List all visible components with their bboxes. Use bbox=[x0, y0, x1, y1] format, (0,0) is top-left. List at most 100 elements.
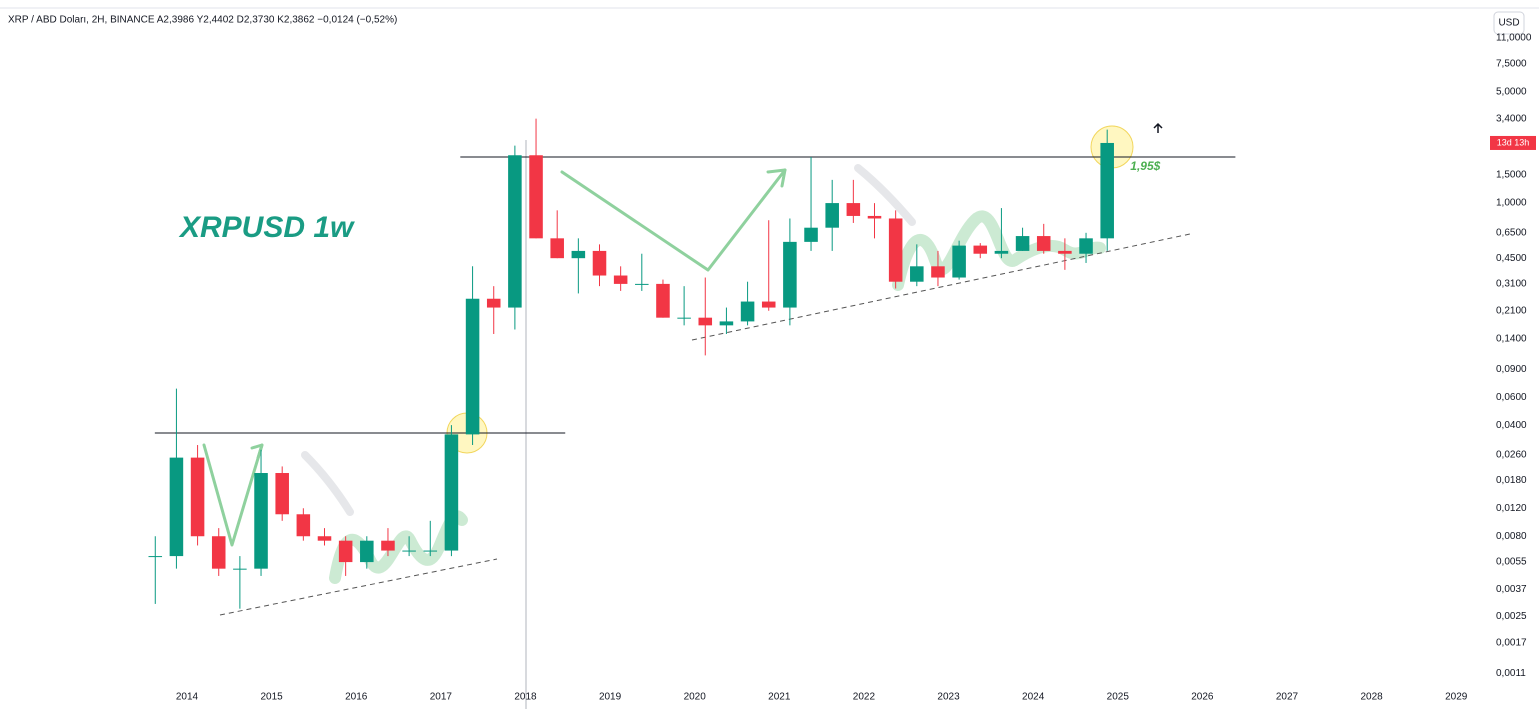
x-tick-label: 2014 bbox=[176, 692, 199, 703]
x-tick-label: 2023 bbox=[937, 692, 960, 703]
candle-body bbox=[211, 536, 226, 569]
candle-body bbox=[486, 298, 501, 308]
squiggle bbox=[329, 510, 468, 584]
y-tick-label: 7,5000 bbox=[1496, 59, 1527, 70]
price-tag bbox=[1490, 135, 1536, 150]
candle-body bbox=[254, 473, 268, 569]
candle-body bbox=[635, 283, 649, 285]
y-tick-label: 3,4000 bbox=[1496, 113, 1527, 124]
candle-body bbox=[275, 473, 289, 515]
candle-body bbox=[613, 275, 628, 284]
up-arrow bbox=[1153, 122, 1163, 133]
arrowhead bbox=[250, 443, 264, 460]
candle-body bbox=[550, 238, 564, 259]
x-tick-label: 2021 bbox=[768, 692, 791, 703]
countdown: 13d 13h bbox=[1497, 137, 1530, 147]
level-label: 1,95$ bbox=[1130, 159, 1160, 173]
y-tick-label: 0,0260 bbox=[1496, 450, 1527, 461]
candle-body bbox=[508, 155, 522, 308]
candle-body bbox=[444, 434, 459, 551]
candle-body bbox=[423, 550, 438, 552]
candle-body bbox=[888, 218, 903, 282]
y-tick-label: 1,5000 bbox=[1496, 170, 1527, 181]
y-tick-label: 5,0000 bbox=[1496, 87, 1527, 98]
candle-body bbox=[317, 536, 332, 541]
candle-body bbox=[804, 227, 818, 242]
candle-body bbox=[698, 317, 713, 326]
header: XRP / ABD Doları, 2H, BINANCE A2,3986 Y2… bbox=[8, 15, 397, 26]
y-tick-label: 0,1400 bbox=[1496, 333, 1527, 344]
candle-body bbox=[465, 298, 480, 435]
x-tick-label: 2019 bbox=[599, 692, 622, 703]
x-tick-label: 2022 bbox=[853, 692, 876, 703]
candle-body bbox=[994, 250, 1009, 254]
y-tick-label: 0,0400 bbox=[1496, 420, 1527, 431]
y-tick-label: 0,6500 bbox=[1496, 227, 1527, 238]
fade-arrow bbox=[301, 451, 354, 516]
x-tick-label: 2020 bbox=[684, 692, 707, 703]
candle-body bbox=[973, 245, 988, 254]
currency[interactable]: USD bbox=[1498, 18, 1519, 29]
x-tick-label: 2028 bbox=[1360, 692, 1383, 703]
candle-body bbox=[1100, 142, 1114, 239]
candle-body bbox=[296, 514, 311, 537]
candle-body bbox=[719, 321, 734, 326]
candle-body bbox=[571, 250, 586, 259]
arrowhead bbox=[766, 168, 787, 188]
zigzag bbox=[202, 443, 264, 547]
y-tick-label: 0,2100 bbox=[1496, 305, 1527, 316]
y-tick-label: 0,3100 bbox=[1496, 279, 1527, 290]
candle-body bbox=[1036, 236, 1051, 251]
x-tick-label: 2025 bbox=[1107, 692, 1130, 703]
candle-body bbox=[783, 241, 797, 308]
x-tick-label: 2017 bbox=[430, 692, 453, 703]
x-tick-label: 2029 bbox=[1445, 692, 1468, 703]
candle-body bbox=[1015, 236, 1030, 251]
trendline bbox=[691, 233, 1191, 341]
annotation-title: XRPUSD 1w bbox=[178, 211, 355, 244]
candle-body bbox=[677, 317, 691, 319]
x-tick-label: 2016 bbox=[345, 692, 368, 703]
y-tick-label: 1,0000 bbox=[1496, 198, 1527, 209]
y-tick-label: 0,0120 bbox=[1496, 503, 1527, 514]
candle-body bbox=[360, 540, 374, 563]
candle-body bbox=[910, 266, 924, 282]
candle-body bbox=[592, 250, 607, 276]
y-tick-label: 0,0037 bbox=[1496, 584, 1527, 595]
x-tick-label: 2015 bbox=[260, 692, 283, 703]
y-tick-label: 11,0000 bbox=[1496, 32, 1532, 43]
y-tick-label: 0,0600 bbox=[1496, 392, 1527, 403]
y-tick-label: 0,0080 bbox=[1496, 531, 1527, 542]
y-tick-label: 0,0055 bbox=[1496, 557, 1527, 568]
green-arrows bbox=[202, 168, 787, 547]
candle-body bbox=[169, 457, 184, 557]
y-tick-label: 0,0017 bbox=[1496, 638, 1527, 649]
y-tick-label: 0,0025 bbox=[1496, 611, 1527, 622]
candle-body bbox=[529, 155, 543, 239]
candle-body bbox=[846, 203, 861, 216]
x-tick-label: 2018 bbox=[514, 692, 537, 703]
candle-body bbox=[1079, 238, 1093, 254]
candle-body bbox=[1058, 250, 1072, 254]
trendline bbox=[219, 558, 498, 616]
candle-body bbox=[825, 203, 839, 228]
candle-body bbox=[402, 550, 416, 552]
candle-body bbox=[190, 457, 205, 537]
y-tick-label: 0,0011 bbox=[1496, 668, 1526, 679]
candle-body bbox=[931, 266, 945, 278]
y-tick-label: 0,4500 bbox=[1496, 253, 1527, 264]
candle-body bbox=[761, 301, 776, 308]
candle-body bbox=[148, 556, 163, 558]
y-tick-label: 0,0900 bbox=[1496, 364, 1527, 375]
y-tick-label: 0,0180 bbox=[1496, 475, 1527, 486]
candle-body bbox=[867, 215, 882, 219]
fade-arrow bbox=[854, 164, 916, 226]
currency-button[interactable] bbox=[1493, 11, 1525, 35]
trendlines bbox=[219, 233, 1191, 616]
candle-body bbox=[381, 540, 395, 551]
candle-body bbox=[952, 245, 966, 278]
zigzag bbox=[560, 168, 787, 272]
plot bbox=[148, 118, 1236, 609]
